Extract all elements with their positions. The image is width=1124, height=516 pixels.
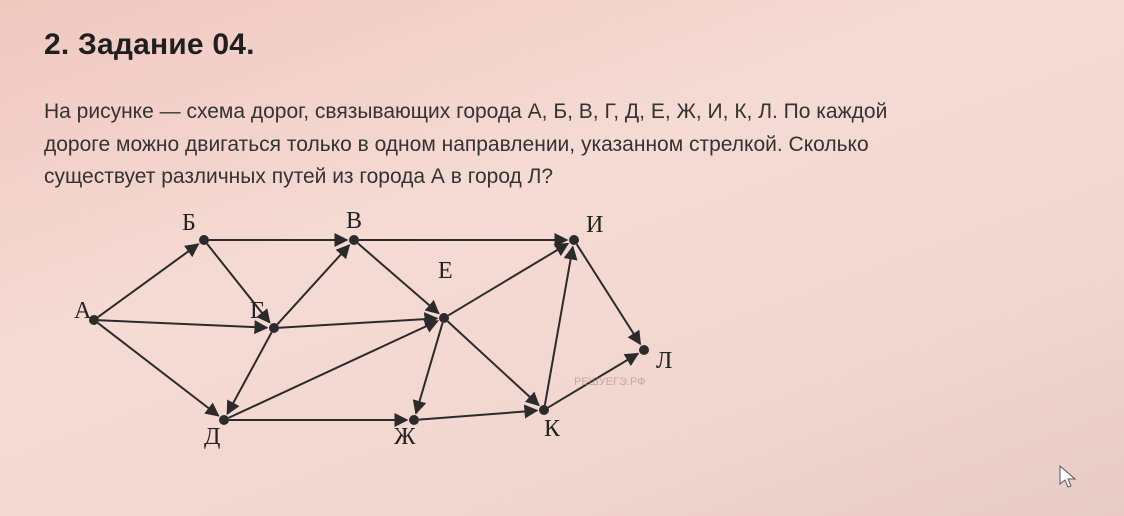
node-E — [439, 313, 449, 323]
node-label-B: Б — [182, 210, 196, 236]
edge-A-D — [98, 323, 218, 416]
problem-line-1: На рисунке — схема дорог, связывающих го… — [44, 100, 887, 123]
edge-G-E — [279, 318, 437, 327]
watermark-text: РЕШУЕГЭ.РФ — [574, 376, 646, 388]
edge-A-G — [99, 320, 267, 327]
page-root: 2. Задание 04. На рисунке — схема дорог,… — [0, 0, 1124, 516]
problem-text: На рисунке — схема дорог, связывающих го… — [44, 96, 1064, 194]
node-label-I: И — [586, 212, 603, 238]
problem-line-3: существует различных путей из города А в… — [44, 165, 553, 188]
task-title: 2. Задание 04. — [44, 28, 1080, 62]
node-G — [269, 323, 279, 333]
node-label-ZH: Ж — [394, 424, 416, 450]
edge-A-B — [98, 244, 198, 317]
edge-ZH-K — [419, 410, 537, 419]
node-label-E: Е — [438, 258, 453, 284]
edge-E-ZH — [416, 322, 443, 412]
node-label-G: Г — [250, 298, 264, 324]
edge-E-K — [448, 321, 539, 405]
node-label-K: К — [544, 416, 561, 442]
node-I — [569, 235, 579, 245]
edge-V-E — [358, 243, 439, 313]
node-L — [639, 345, 649, 355]
node-label-L: Л — [656, 348, 672, 374]
graph-diagram: А Б В Г Д Е Ж И К Л РЕШУЕГЭ.РФ — [74, 200, 1080, 465]
node-V — [349, 235, 359, 245]
edge-E-I — [448, 243, 568, 315]
node-label-A: А — [74, 298, 92, 324]
edge-I-L — [577, 244, 641, 344]
node-D — [219, 415, 229, 425]
problem-line-2: дороге можно двигаться только в одном на… — [44, 133, 869, 156]
node-K — [539, 405, 549, 415]
node-B — [199, 235, 209, 245]
mouse-cursor-icon — [1058, 464, 1078, 490]
edge-D-E — [229, 321, 438, 418]
node-label-V: В — [346, 208, 362, 234]
edge-G-V — [277, 245, 349, 324]
edge-K-I — [545, 247, 573, 405]
graph-svg: А Б В Г Д Е Ж И К Л РЕШУЕГЭ.РФ — [74, 200, 714, 460]
node-label-D: Д — [204, 424, 220, 450]
